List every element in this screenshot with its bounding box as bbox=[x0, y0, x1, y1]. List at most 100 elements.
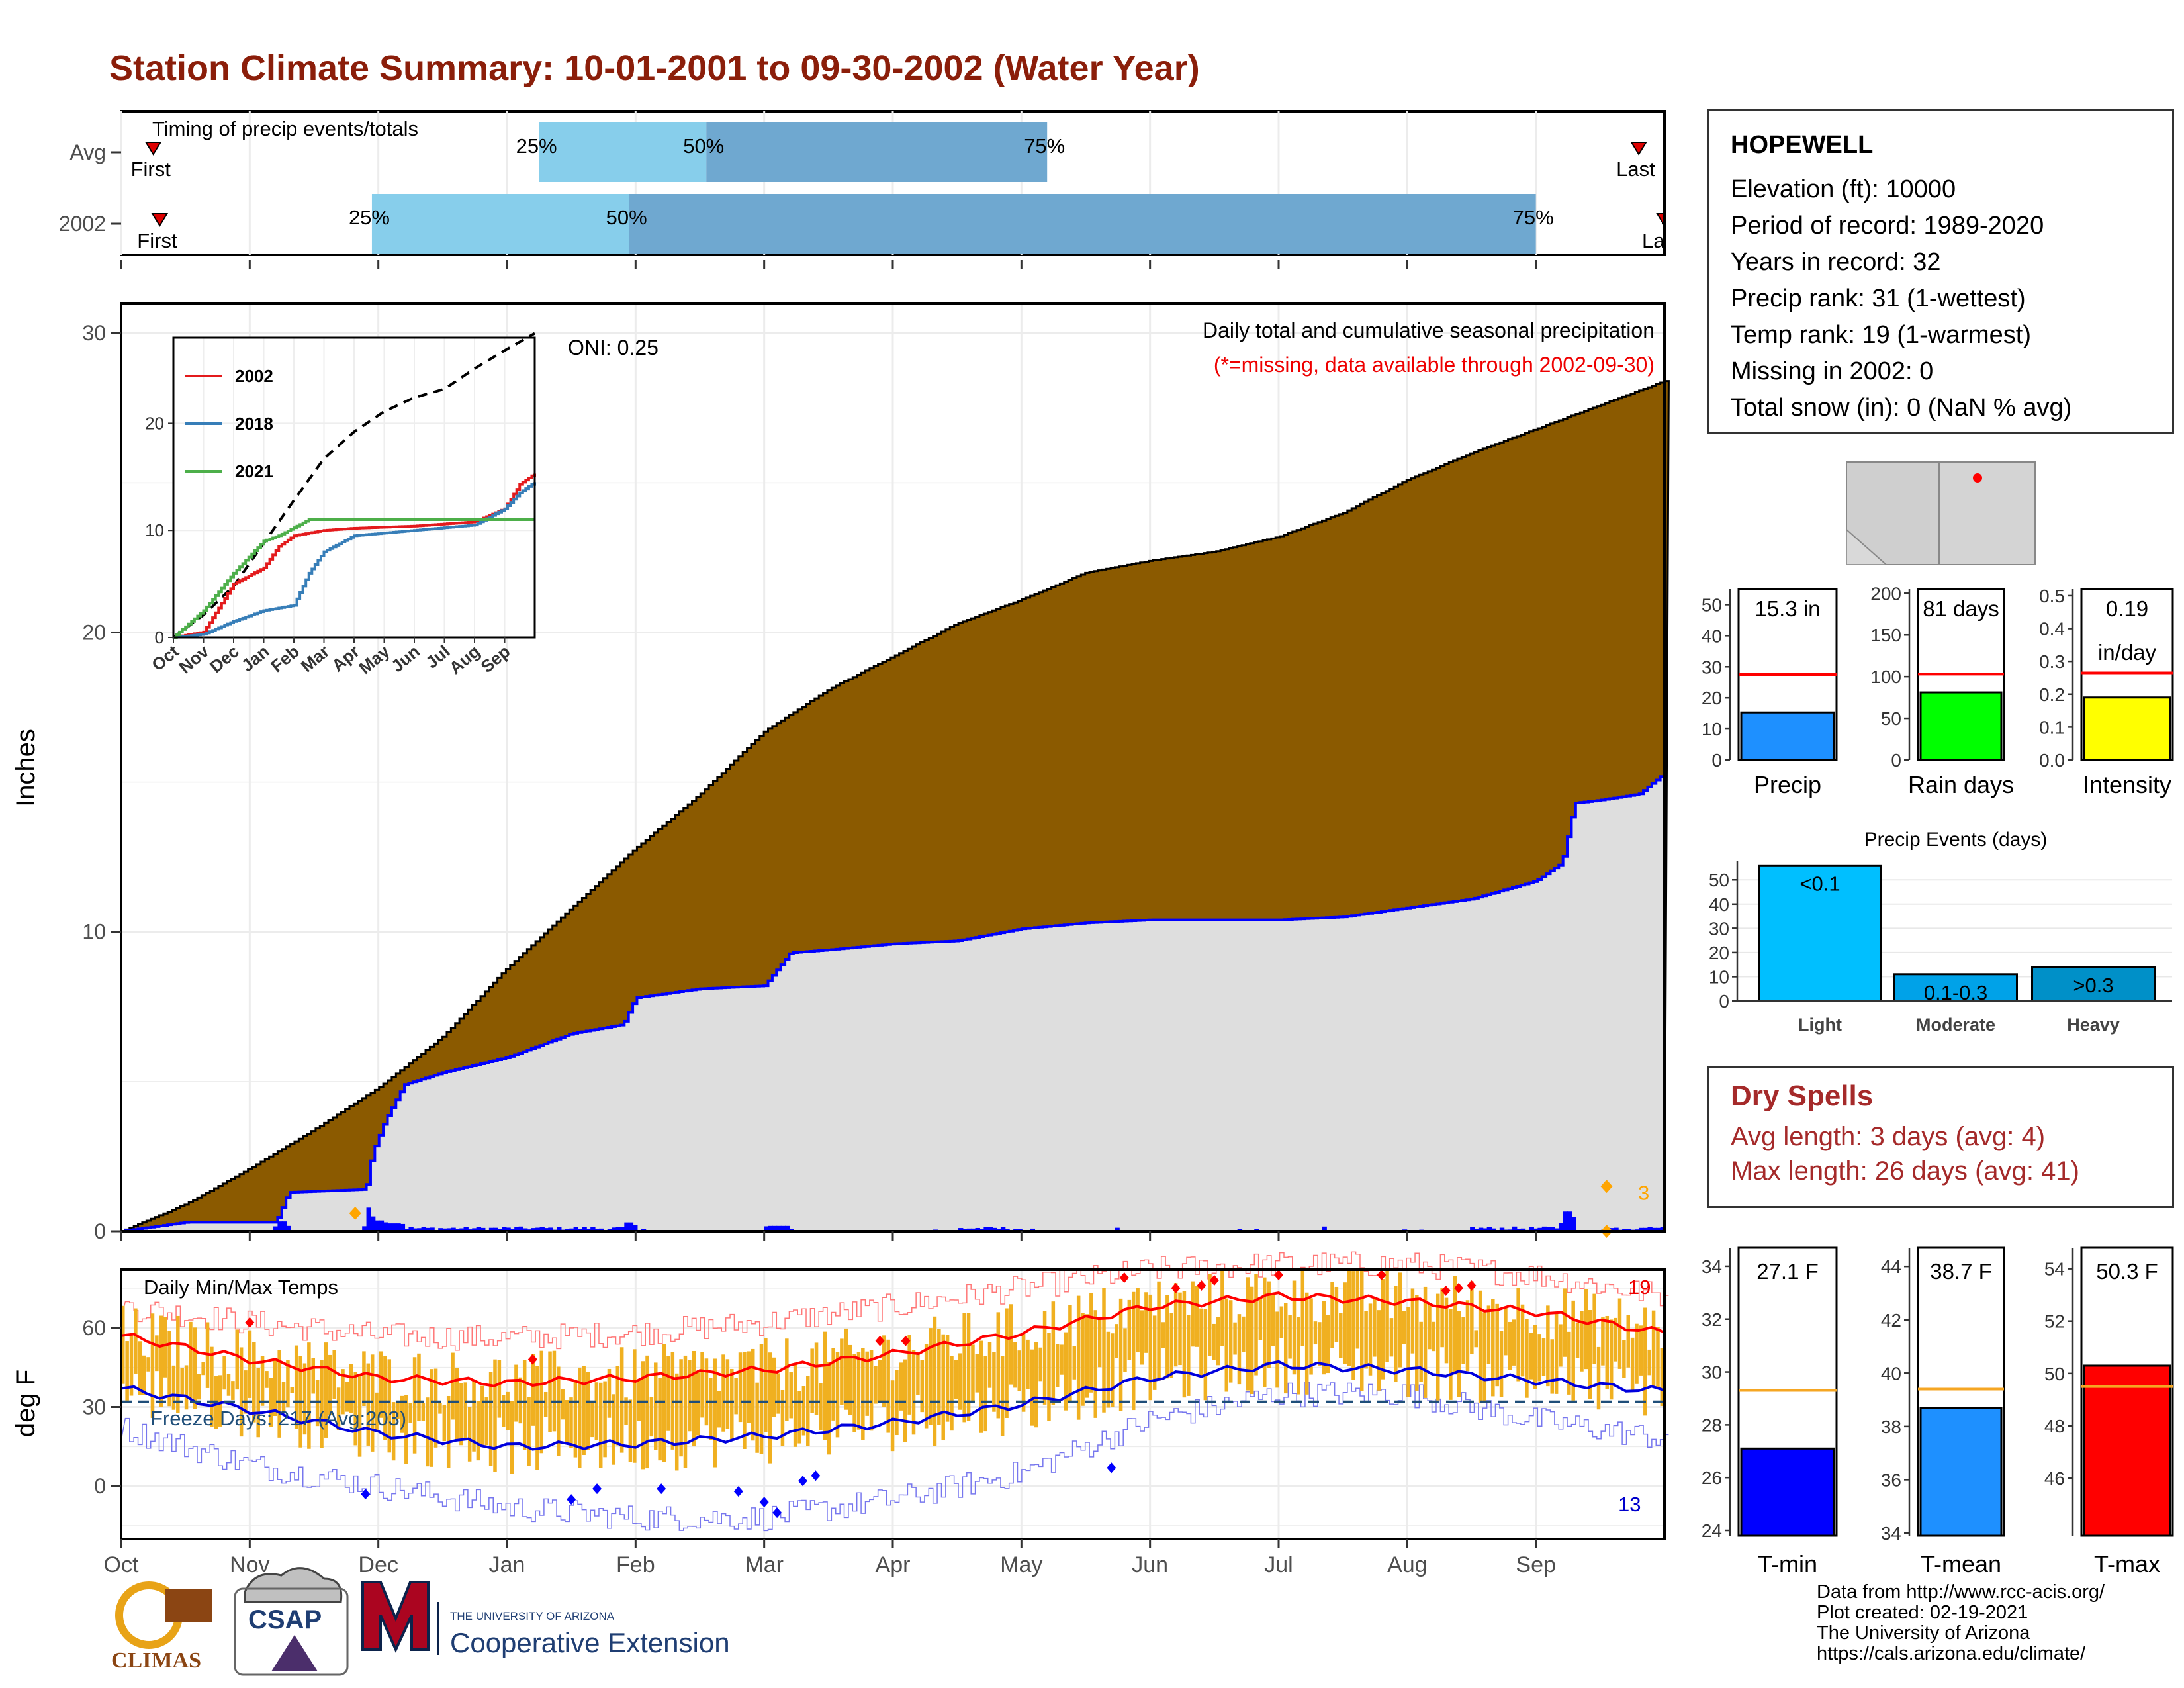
daily-precip-bar bbox=[958, 1228, 964, 1231]
daily-temp-bar bbox=[1191, 1281, 1195, 1347]
daily-temp-bar bbox=[1220, 1270, 1224, 1346]
daily-temp-bar bbox=[856, 1352, 861, 1430]
daily-precip-bar bbox=[987, 1227, 993, 1231]
station-line: Missing in 2002: 0 bbox=[1731, 357, 1934, 385]
daily-temp-bar bbox=[1596, 1346, 1601, 1410]
daily-temp-bar bbox=[848, 1344, 852, 1415]
precip-ytick-label: 0 bbox=[94, 1219, 106, 1243]
daily-temp-bar bbox=[992, 1352, 996, 1412]
daily-temp-bar bbox=[920, 1360, 925, 1413]
daily-temp-bar bbox=[852, 1354, 856, 1432]
timing-row-label: 2002 bbox=[59, 212, 106, 236]
station-line: Years in record: 32 bbox=[1731, 248, 1941, 276]
precip-ytick-label: 30 bbox=[82, 321, 106, 345]
daily-precip-bar bbox=[514, 1227, 520, 1231]
daily-temp-bar bbox=[235, 1329, 240, 1390]
map-state-nm bbox=[1938, 461, 2036, 565]
daily-temp-bar bbox=[1267, 1281, 1271, 1368]
daily-temp-bar bbox=[239, 1347, 244, 1437]
daily-temp-bar bbox=[438, 1403, 442, 1414]
daily-temp-bar bbox=[962, 1313, 966, 1423]
daily-temp-bar bbox=[1461, 1317, 1465, 1364]
daily-temp-bar bbox=[1005, 1308, 1009, 1418]
daily-precip-bar bbox=[543, 1228, 549, 1231]
daily-temp-bar bbox=[218, 1375, 222, 1427]
daily-precip-bar bbox=[598, 1228, 604, 1231]
daily-temp-bar bbox=[256, 1368, 260, 1438]
daily-temp-bar bbox=[1313, 1321, 1318, 1345]
daily-temp-bar bbox=[1309, 1298, 1313, 1375]
daily-temp-bar bbox=[1617, 1298, 1622, 1369]
daily-temp-bar bbox=[713, 1358, 717, 1468]
daily-precip-bar bbox=[1660, 1227, 1665, 1231]
daily-temp-bar bbox=[1123, 1328, 1127, 1372]
month-label: Jan bbox=[489, 1552, 525, 1577]
last-label: Last bbox=[1616, 158, 1655, 181]
daily-temp-bar bbox=[1622, 1340, 1626, 1378]
record-high-marker bbox=[1454, 1282, 1464, 1293]
daily-temp-bar bbox=[1157, 1281, 1161, 1381]
month-label: Oct bbox=[104, 1552, 139, 1577]
daily-temp-bar bbox=[1144, 1292, 1148, 1353]
daily-temp-bar bbox=[1474, 1330, 1478, 1348]
daily-temp-bar bbox=[1347, 1270, 1351, 1366]
daily-precip-bar bbox=[1486, 1227, 1492, 1231]
daily-temp-bar bbox=[1026, 1339, 1030, 1389]
daily-temp-bar bbox=[704, 1358, 709, 1426]
daily-temp-bar bbox=[1000, 1356, 1005, 1436]
daily-temp-bar bbox=[1207, 1274, 1212, 1356]
month-label: May bbox=[1000, 1552, 1042, 1577]
daily-temp-bar bbox=[387, 1359, 392, 1453]
daily-temp-bar bbox=[1651, 1310, 1656, 1388]
daily-temp-bar bbox=[1131, 1291, 1136, 1411]
daily-temp-bar bbox=[890, 1380, 895, 1452]
daily-temp-bar bbox=[924, 1344, 929, 1429]
daily-temp-bar bbox=[954, 1360, 958, 1399]
daily-temp-bar bbox=[1368, 1303, 1373, 1376]
station-line: Period of record: 1989-2020 bbox=[1731, 212, 2044, 240]
events-bar-label: >0.3 bbox=[2073, 974, 2113, 997]
daily-precip-bar bbox=[633, 1225, 638, 1231]
daily-temp-bar bbox=[1068, 1305, 1072, 1403]
ua-small-text: THE UNIVERSITY OF ARIZONA bbox=[450, 1610, 615, 1622]
daily-temp-bar bbox=[362, 1351, 366, 1407]
daily-temp-bar bbox=[1588, 1309, 1592, 1399]
record-high-marker bbox=[875, 1335, 885, 1346]
daily-temp-bar bbox=[683, 1355, 688, 1468]
daily-temp-bar bbox=[1364, 1311, 1368, 1369]
daily-temp-bar bbox=[535, 1366, 539, 1470]
daily-temp-bar bbox=[658, 1378, 662, 1461]
summary-ytick-label: 26 bbox=[1702, 1468, 1722, 1488]
daily-temp-bar bbox=[1470, 1281, 1474, 1354]
daily-temp-bar bbox=[1491, 1299, 1495, 1397]
temp-ytick-label: 30 bbox=[82, 1395, 106, 1419]
daily-temp-bar bbox=[1499, 1331, 1504, 1397]
daily-temp-bar bbox=[1385, 1270, 1389, 1363]
record-low-count: 13 bbox=[1618, 1493, 1641, 1516]
daily-temp-bar bbox=[426, 1397, 430, 1467]
daily-temp-bar bbox=[882, 1335, 886, 1407]
daily-temp-bar bbox=[1097, 1317, 1102, 1368]
daily-temp-bar bbox=[1533, 1325, 1537, 1389]
daily-temp-bar bbox=[1486, 1305, 1491, 1364]
events-ytick-label: 0 bbox=[1719, 991, 1729, 1011]
summary-bar bbox=[1740, 1447, 1835, 1537]
daily-precip-bar bbox=[1546, 1227, 1551, 1231]
summary-ytick-label: 100 bbox=[1870, 667, 1901, 687]
location-map bbox=[1846, 461, 2036, 565]
daily-temp-bar bbox=[666, 1356, 670, 1431]
daily-precip-bar bbox=[776, 1225, 782, 1231]
daily-temp-bar bbox=[370, 1354, 375, 1452]
daily-precip-bar bbox=[573, 1227, 579, 1231]
daily-temp-bar bbox=[1465, 1300, 1470, 1372]
daily-precip-bar bbox=[472, 1228, 477, 1231]
daily-temp-bar bbox=[1605, 1315, 1610, 1389]
daily-precip-bar bbox=[1512, 1226, 1518, 1231]
climas-logo-text: CLIMAS bbox=[111, 1648, 202, 1673]
record-high-marker bbox=[1274, 1269, 1283, 1280]
daily-temp-bar bbox=[1537, 1334, 1541, 1382]
daily-temp-bar bbox=[835, 1352, 840, 1438]
daily-temp-bar bbox=[134, 1308, 138, 1374]
daily-precip-bar bbox=[502, 1227, 507, 1231]
daily-temp-bar bbox=[1529, 1333, 1533, 1380]
